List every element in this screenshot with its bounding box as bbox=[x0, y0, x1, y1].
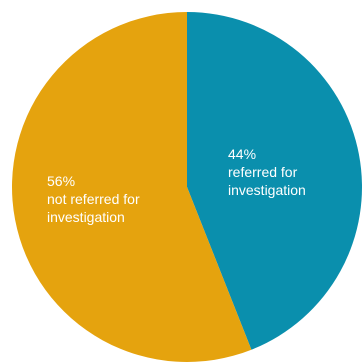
pie-slices bbox=[11, 12, 362, 362]
slice-percent-referred: 44% bbox=[228, 146, 256, 162]
slice-referred bbox=[187, 12, 362, 350]
slice-text-not-referred-line1: not referred for bbox=[47, 191, 140, 207]
slice-text-referred-line2: investigation bbox=[228, 182, 306, 198]
slice-not-referred bbox=[11, 12, 252, 362]
slice-label-referred: 44% referred for investigation bbox=[228, 146, 306, 198]
slice-percent-not-referred: 56% bbox=[47, 173, 75, 189]
slice-text-referred-line1: referred for bbox=[228, 164, 298, 180]
slice-label-not-referred: 56% not referred for investigation bbox=[47, 173, 144, 225]
slice-text-not-referred-line2: investigation bbox=[47, 209, 125, 225]
